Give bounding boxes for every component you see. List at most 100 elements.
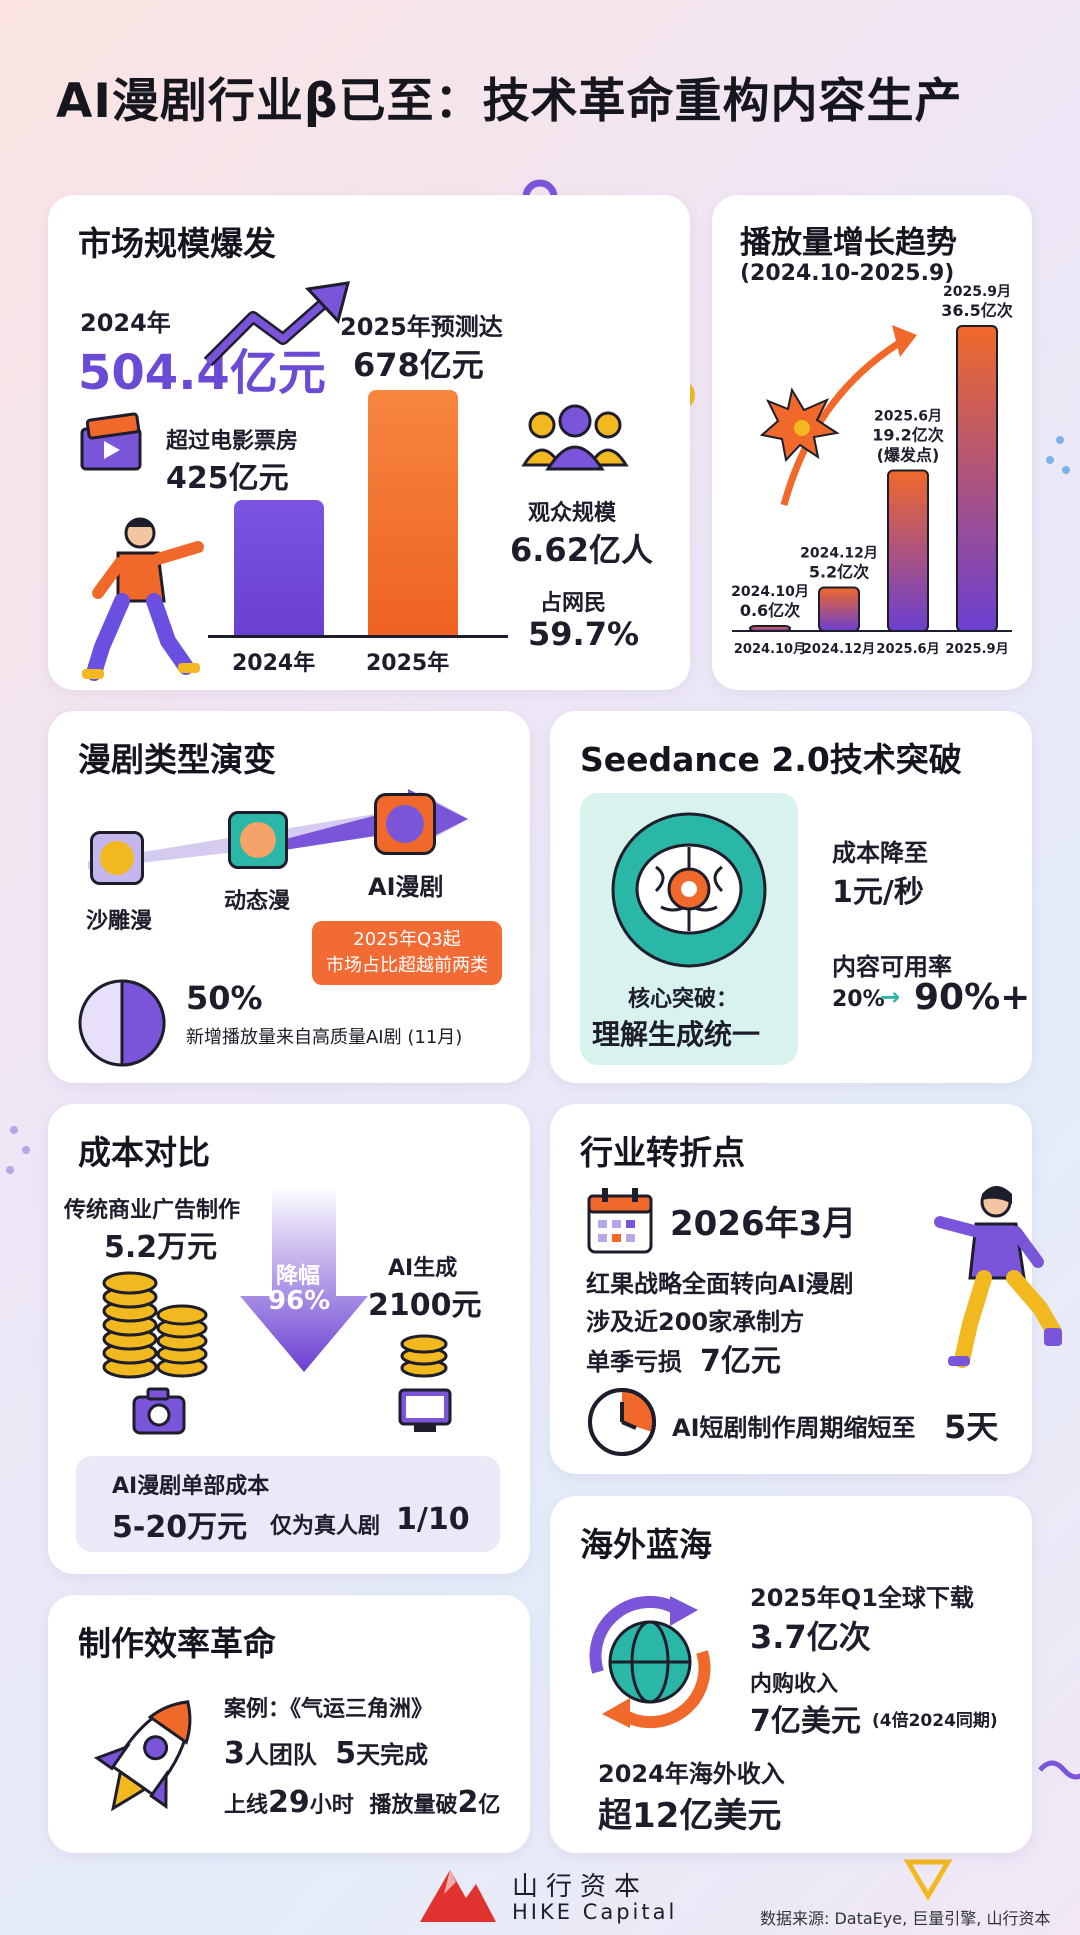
calendar-icon [587, 1188, 653, 1254]
download-value: 3.7亿次 [750, 1618, 871, 1656]
plays-x-tick-label: 2024.10月 [734, 642, 806, 657]
cycle-prefix: AI短剧制作周期缩短至 [672, 1414, 916, 1442]
bar-label-2024: 2024年 [232, 651, 316, 676]
efficiency-card: 制作效率革命 案例：《气运三角洲》 3人团队 5天完成 上线29小时 播放量破2… [48, 1595, 530, 1853]
bar-label-2025: 2025年 [366, 651, 450, 676]
plays-bar [956, 325, 998, 632]
cost-comparison-card: 成本对比 传统商业广告制作 5.2万元 降幅 96% AI生成 2100元 [48, 1104, 530, 1574]
online-prefix: 上线 [224, 1793, 269, 1818]
forecast-value: 678亿元 [353, 346, 484, 384]
chip-line-2: 市场占比超越前两类 [326, 955, 488, 976]
seedance-card: Seedance 2.0技术突破 核心突破： 理解生成统一 成本降至 1元/秒 … [550, 711, 1032, 1083]
core-value: 理解生成统一 [592, 1018, 761, 1051]
pie-description: 新增播放量来自高质量AI剧 (11月) [186, 1027, 463, 1048]
trend-arrow-icon [203, 281, 351, 367]
seedance-card-title: Seedance 2.0技术突破 [580, 740, 962, 779]
type-ai-manju: AI漫剧 [368, 873, 444, 901]
burst-arrow-icon [759, 325, 917, 506]
globe-cycle-icon [589, 1595, 711, 1729]
brain-gear-icon [611, 812, 767, 968]
turning-line-3-value: 7亿元 [700, 1344, 781, 1379]
type-dongtai: 动态漫 [224, 889, 291, 914]
pie-slice [120, 979, 166, 1067]
plays-bar-chart: 2024.10月0.6亿次2024.10月2024.12月5.2亿次2024.1… [731, 284, 1013, 657]
turning-card-title: 行业转折点 [580, 1133, 745, 1172]
plays-prefix: 播放量破 [369, 1793, 458, 1818]
bar-2025 [368, 390, 458, 635]
cost-label: 成本降至 [832, 839, 928, 867]
bar-baseline [208, 635, 508, 638]
plays-bar-data-label: 2025.9月 [943, 284, 1011, 300]
turning-line-3-prefix: 单季亏损 [586, 1348, 682, 1376]
pie-chart-icon [78, 979, 166, 1067]
audience-icon [521, 404, 629, 471]
evolution-arrow-icon [88, 789, 468, 869]
download-label: 2025年Q1全球下载 [750, 1584, 974, 1612]
coin-stack-icon [102, 1271, 208, 1435]
usable-to: 90%+ [914, 977, 1031, 1018]
plays-x-tick-label: 2025.6月 [876, 642, 939, 657]
iap-label: 内购收入 [750, 1672, 839, 1697]
drop-label: 降幅 [276, 1264, 321, 1289]
chip-line-1: 2025年Q3起 [353, 929, 461, 950]
ai-cost-value: 2100元 [368, 1288, 482, 1323]
plays-bar-data-label: 2024.10月 [731, 584, 809, 600]
plays-card-subtitle: (2024.10-2025.9) [740, 261, 955, 286]
type-shadiao: 沙雕漫 [86, 909, 153, 934]
rocket-icon [93, 1700, 192, 1812]
plays-x-tick-label: 2024.12月 [803, 642, 875, 657]
netizen-label: 占网民 [540, 591, 607, 616]
girl-face-icon [374, 793, 436, 855]
plays-number: 2 [457, 1785, 479, 1820]
usable-from: 20% [832, 987, 885, 1012]
decrease-arrow-icon [240, 1186, 368, 1372]
year-2024-label: 2024年 [80, 309, 171, 337]
iap-note: (4倍2024同期) [872, 1711, 998, 1731]
iap-value: 7亿美元 [750, 1704, 861, 1739]
clock-icon [588, 1388, 656, 1456]
market-card-title: 市场规模爆发 [78, 224, 276, 263]
efficiency-online: 上线29小时 播放量破2亿 [224, 1785, 500, 1820]
running-person-illustration [82, 517, 204, 681]
plays-bar-data-label: 2025.6月 [874, 409, 942, 425]
efficiency-case: 案例：《气运三角洲》 [224, 1697, 434, 1722]
usable-arrow-icon: → [880, 983, 901, 1011]
income-value: 超12亿美元 [598, 1796, 782, 1836]
usable-label: 内容可用率 [832, 953, 952, 981]
efficiency-card-title: 制作效率革命 [78, 1624, 276, 1663]
plays-trend-card: 播放量增长趋势 (2024.10-2025.9) 2024.10月 0.6亿次 20… [712, 195, 1032, 690]
efficiency-team: 3人团队 5天完成 [224, 1735, 428, 1771]
market-share-chip: 2025年Q3起 市场占比超越前两类 [312, 921, 502, 985]
overseas-card: 海外蓝海 2025年Q1全球下载 3.7亿次 内购收入 7亿美元 (4倍2024… [550, 1496, 1032, 1853]
traditional-value: 5.2万元 [104, 1230, 218, 1265]
unit-cost-box [76, 1456, 500, 1552]
plays-bar [887, 469, 929, 632]
plays-bar-data-label: 5.2亿次 [809, 563, 869, 582]
team-text: 人团队 [244, 1741, 317, 1769]
computer-coins-icon [398, 1334, 452, 1432]
netizen-value: 59.7% [528, 615, 640, 653]
core-label: 核心突破： [628, 987, 739, 1012]
plays-card-title: 播放量增长趋势 [740, 225, 957, 261]
market-value-2024: 504.4亿元 [78, 345, 326, 401]
online-number: 29 [268, 1785, 310, 1820]
turning-line-1: 红果战略全面转向AI漫剧 [586, 1270, 854, 1298]
audience-label: 观众规模 [528, 501, 617, 526]
ticket-icon [80, 412, 142, 471]
days-text: 天完成 [356, 1741, 429, 1769]
plays-bar [749, 624, 791, 632]
audience-value: 6.62亿人 [510, 531, 653, 569]
movie-label: 超过电影票房 [166, 429, 299, 454]
plays-bar-data-label: 0.6亿次 [740, 601, 800, 620]
plays-bar-data-label: 2024.12月 [800, 546, 878, 562]
forecast-label: 2025年预测达 [340, 313, 503, 341]
unit-cost-ratio: 1/10 [396, 1502, 470, 1537]
bar-2024 [234, 500, 324, 635]
plays-bar-data-label: 36.5亿次 [941, 301, 1012, 320]
drop-value: 96% [268, 1286, 331, 1316]
page-title: AI漫剧行业β已至：技术革命重构内容生产 [56, 74, 963, 129]
traditional-label: 传统商业广告制作 [64, 1198, 241, 1223]
jumping-person-illustration [934, 1186, 1062, 1368]
boy-face-icon [228, 811, 288, 869]
genre-evolution-card: 漫剧类型演变 沙雕漫 动态漫 AI漫剧 2025年Q3起 市场占比超越前两类 5… [48, 711, 530, 1083]
